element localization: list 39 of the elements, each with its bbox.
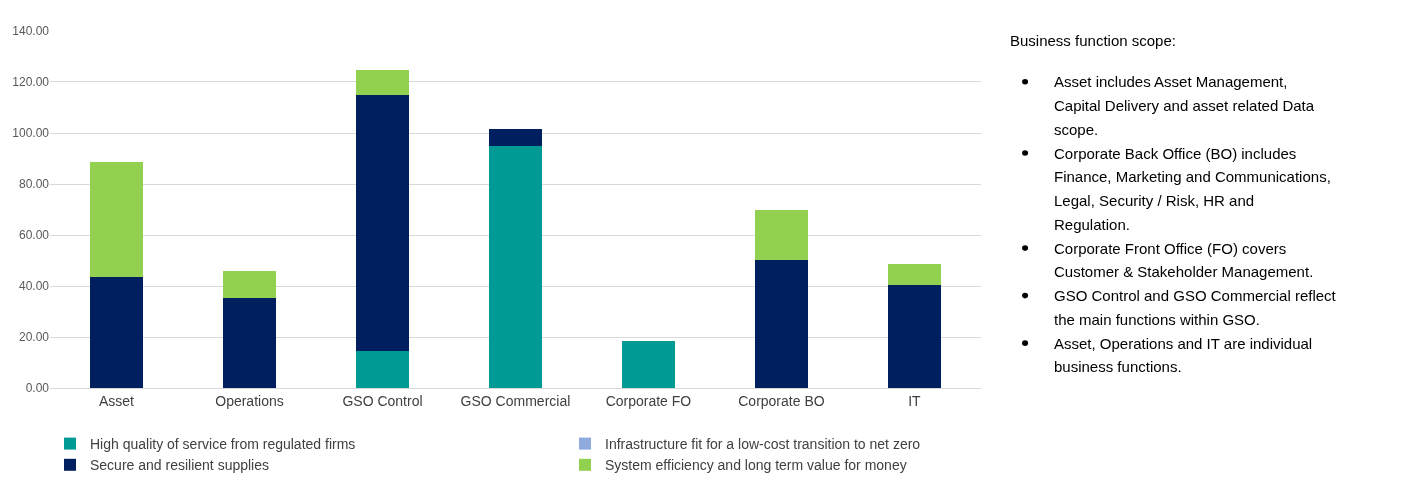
bar <box>488 128 543 147</box>
text: Asset, Operations and IT are individual business functions. <box>1054 335 1313 375</box>
x-tick-label: Corporate BO <box>738 393 825 409</box>
text: Corporate Front Office (FO) covers Customer & Stakeholder Management. <box>1054 240 1314 280</box>
y-tick-label: 60.00 <box>18 228 50 243</box>
bar <box>355 351 410 389</box>
bar <box>355 94 410 352</box>
x-tick-label: GSO Commercial <box>460 393 571 409</box>
legend-label: Infrastructure fit for a low-cost transition to net zero <box>605 436 921 453</box>
x-tick-label: Operations <box>215 393 284 409</box>
y-tick-label: 20.00 <box>18 330 50 345</box>
text: GSO Control and GSO Commercial reflect the main functions within GSO. <box>1054 287 1337 328</box>
bar <box>754 210 809 261</box>
legend-label: High quality of service from regulated firms <box>90 436 356 453</box>
x-tick-label: Corporate FO <box>605 393 692 409</box>
y-tick-label: 80.00 <box>18 177 50 192</box>
y-tick-label: 100.00 <box>12 126 50 141</box>
bar <box>222 297 277 389</box>
text: Business function scope: <box>1010 32 1176 49</box>
bar <box>621 340 676 389</box>
x-tick-label: GSO Control <box>342 393 423 409</box>
text: Asset includes Asset Management, Capital Delivery and asset related Data scope. <box>1054 73 1315 138</box>
legend-label: System efficiency and long term value for money <box>605 457 907 474</box>
x-tick-label: IT <box>908 393 922 409</box>
y-tick-label: 120.00 <box>12 75 50 90</box>
bar <box>355 69 410 95</box>
bar <box>89 162 144 277</box>
x-tick-label: Asset <box>98 393 135 409</box>
bar <box>488 146 543 389</box>
y-tick-label: 0.00 <box>25 381 50 396</box>
bar <box>887 284 942 389</box>
bar <box>754 260 809 389</box>
bar <box>89 276 144 389</box>
text: Corporate Back Office (BO) includes Finance, Marketing and Communications, Legal, Security / Risk, HR and Regulation. <box>1054 145 1331 233</box>
y-tick-label: 140.00 <box>12 24 50 39</box>
y-tick-label: 40.00 <box>18 279 50 294</box>
bar <box>222 271 277 298</box>
bar <box>887 264 942 285</box>
legend-label: Secure and resilient supplies <box>90 457 269 474</box>
